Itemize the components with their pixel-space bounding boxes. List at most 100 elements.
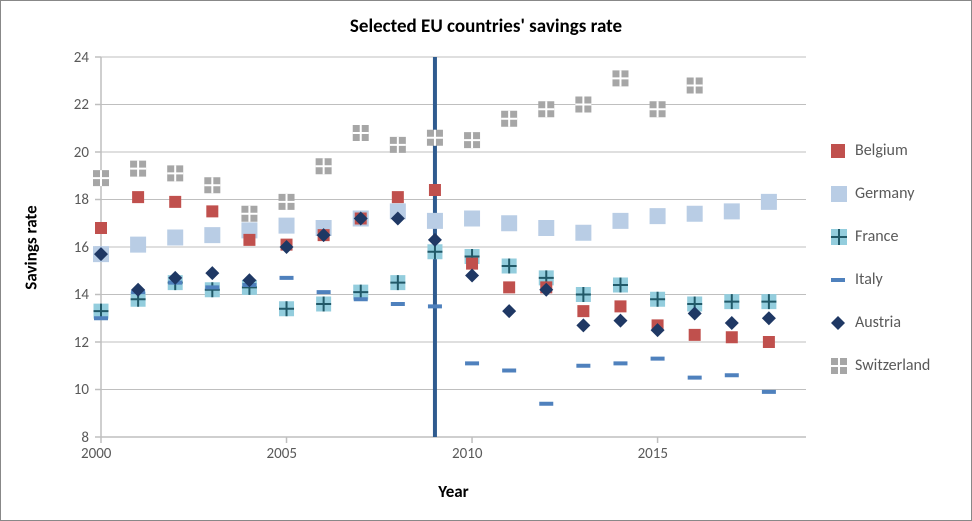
data-point bbox=[502, 369, 516, 373]
chart-frame: Selected EU countries' savings rate Savi… bbox=[0, 0, 972, 521]
legend-item: France bbox=[829, 227, 930, 246]
data-point bbox=[279, 218, 295, 234]
legend-item: Austria bbox=[829, 313, 930, 332]
data-point bbox=[538, 220, 554, 236]
legend-item: Italy bbox=[829, 270, 930, 289]
data-point bbox=[205, 285, 219, 289]
data-point bbox=[613, 361, 627, 365]
data-point bbox=[167, 230, 183, 246]
legend-item: Switzerland bbox=[829, 356, 930, 375]
data-point bbox=[429, 184, 441, 196]
data-point bbox=[279, 194, 295, 210]
data-point bbox=[577, 305, 589, 317]
data-point bbox=[316, 297, 331, 312]
data-point bbox=[354, 297, 368, 301]
data-point bbox=[689, 329, 701, 341]
y-tick-label: 22 bbox=[74, 96, 89, 114]
data-point bbox=[353, 125, 369, 141]
data-point bbox=[651, 357, 665, 361]
data-point bbox=[167, 165, 183, 181]
y-tick-label: 20 bbox=[74, 144, 89, 162]
data-point bbox=[169, 196, 181, 208]
x-tick-label: 2000 bbox=[81, 445, 111, 463]
data-point bbox=[538, 101, 554, 117]
data-point bbox=[391, 302, 405, 306]
data-point bbox=[427, 130, 443, 146]
data-point bbox=[428, 304, 442, 308]
data-point bbox=[687, 78, 703, 94]
data-point bbox=[204, 177, 220, 193]
data-point bbox=[204, 227, 220, 243]
data-point bbox=[464, 132, 480, 148]
y-tick-label: 18 bbox=[74, 191, 89, 209]
data-point bbox=[650, 292, 665, 307]
data-point bbox=[576, 287, 591, 302]
data-point bbox=[726, 331, 738, 343]
data-point bbox=[130, 237, 146, 253]
data-point bbox=[763, 336, 775, 348]
data-point bbox=[241, 206, 257, 222]
data-point bbox=[466, 258, 478, 270]
data-point bbox=[502, 259, 517, 274]
data-point bbox=[205, 282, 220, 297]
plot-area bbox=[101, 57, 806, 437]
x-tick-label: 2005 bbox=[267, 445, 297, 463]
data-point bbox=[650, 208, 666, 224]
data-point bbox=[613, 314, 627, 328]
data-point bbox=[612, 213, 628, 229]
chart-title: Selected EU countries' savings rate bbox=[1, 15, 971, 38]
y-tick-label: 24 bbox=[74, 49, 89, 67]
data-point bbox=[94, 316, 108, 320]
data-point bbox=[612, 70, 628, 86]
data-point bbox=[761, 294, 776, 309]
y-tick-label: 16 bbox=[74, 239, 89, 257]
data-point bbox=[465, 361, 479, 365]
data-point bbox=[392, 191, 404, 203]
y-tick-label: 10 bbox=[74, 381, 89, 399]
france-marker-icon bbox=[829, 228, 847, 246]
legend-label: Switzerland bbox=[855, 356, 930, 375]
italy-marker-icon bbox=[829, 271, 847, 289]
y-tick-label: 12 bbox=[74, 334, 89, 352]
legend-label: Italy bbox=[855, 270, 883, 289]
data-point bbox=[279, 301, 294, 316]
data-point bbox=[465, 269, 479, 283]
legend-item: Belgium bbox=[829, 141, 930, 160]
data-point bbox=[501, 215, 517, 231]
data-point bbox=[613, 278, 628, 293]
data-point bbox=[206, 205, 218, 217]
data-point bbox=[280, 276, 294, 280]
x-axis-label: Year bbox=[101, 481, 806, 502]
data-point bbox=[724, 203, 740, 219]
data-point bbox=[762, 311, 776, 325]
y-tick-label: 8 bbox=[81, 429, 89, 447]
data-point bbox=[390, 137, 406, 153]
data-point bbox=[503, 281, 515, 293]
data-point bbox=[688, 376, 702, 380]
y-axis-label: Savings rate bbox=[21, 188, 42, 308]
data-point bbox=[501, 111, 517, 127]
data-point bbox=[761, 194, 777, 210]
data-point bbox=[576, 364, 590, 368]
data-point bbox=[650, 101, 666, 117]
belgium-marker-icon bbox=[829, 142, 847, 160]
data-point bbox=[464, 211, 480, 227]
data-point bbox=[130, 161, 146, 177]
data-point bbox=[614, 300, 626, 312]
data-point bbox=[205, 266, 219, 280]
data-point bbox=[575, 225, 591, 241]
data-point bbox=[316, 158, 332, 174]
data-point bbox=[762, 390, 776, 394]
data-point bbox=[93, 170, 109, 186]
legend-item: Germany bbox=[829, 184, 930, 203]
data-point bbox=[317, 290, 331, 294]
data-point bbox=[725, 316, 739, 330]
data-point bbox=[725, 373, 739, 377]
legend-label: France bbox=[855, 227, 898, 246]
austria-marker-icon bbox=[829, 314, 847, 332]
y-tick-label: 14 bbox=[74, 286, 89, 304]
data-point bbox=[390, 275, 405, 290]
data-point bbox=[575, 97, 591, 113]
legend-label: Germany bbox=[855, 184, 914, 203]
data-point bbox=[243, 234, 255, 246]
